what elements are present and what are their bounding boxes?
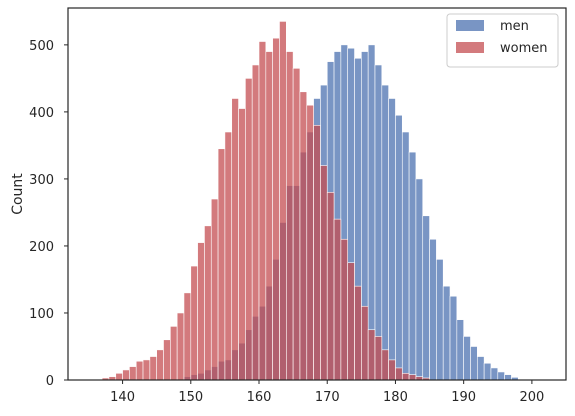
bar-women bbox=[251, 64, 260, 381]
y-axis-title: Count bbox=[10, 173, 26, 215]
bar-women bbox=[122, 369, 130, 381]
legend-swatch-women bbox=[456, 42, 484, 53]
x-tick-label: 150 bbox=[178, 390, 203, 405]
bar-women bbox=[231, 98, 239, 381]
bar-men bbox=[436, 259, 444, 381]
x-axis: 140 150 160 170 180 190 200 bbox=[110, 380, 544, 405]
bar-women bbox=[272, 37, 280, 381]
x-tick-label: 160 bbox=[247, 390, 272, 405]
x-tick-label: 180 bbox=[383, 390, 408, 405]
bar-men bbox=[497, 371, 505, 381]
bar-women bbox=[183, 292, 192, 381]
bar-women bbox=[374, 336, 383, 381]
bar-women bbox=[401, 372, 410, 381]
bar-men bbox=[477, 356, 485, 381]
bar-women bbox=[163, 339, 171, 381]
bar-women bbox=[135, 360, 144, 381]
x-tick-label: 170 bbox=[315, 390, 340, 405]
bar-men bbox=[401, 131, 410, 381]
x-tick-label: 140 bbox=[110, 390, 135, 405]
plot-frame bbox=[67, 7, 567, 381]
legend-label-women: women bbox=[500, 41, 548, 56]
bar-women bbox=[388, 359, 396, 381]
y-axis: 0 100 200 300 400 500 bbox=[29, 39, 68, 389]
bar-women bbox=[142, 359, 151, 381]
bar-men bbox=[470, 346, 478, 381]
bar-women bbox=[340, 238, 348, 381]
bar-men bbox=[408, 151, 417, 381]
bar-women bbox=[197, 242, 205, 381]
bar-women bbox=[224, 131, 233, 381]
bar-men bbox=[388, 98, 396, 381]
bar-women bbox=[395, 367, 403, 381]
bar-women bbox=[149, 356, 157, 381]
bar-women bbox=[306, 104, 314, 381]
bar-women bbox=[210, 198, 219, 381]
x-tick-label: 200 bbox=[519, 390, 544, 405]
bar-women bbox=[326, 192, 335, 381]
bar-women bbox=[217, 148, 226, 381]
y-tick-label: 100 bbox=[29, 307, 54, 322]
bar-men bbox=[449, 295, 458, 381]
bar-women bbox=[204, 225, 212, 381]
bar-women bbox=[129, 366, 137, 381]
bar-men bbox=[490, 367, 499, 381]
bar-women bbox=[381, 349, 389, 381]
bar-women bbox=[265, 51, 273, 381]
bar-men bbox=[504, 374, 512, 381]
bar-women bbox=[190, 265, 198, 381]
legend-label-men: men bbox=[500, 19, 529, 34]
bar-women bbox=[170, 326, 178, 381]
bar-women bbox=[347, 262, 355, 381]
bar-women bbox=[286, 51, 294, 381]
bar-men bbox=[456, 319, 464, 381]
bar-women bbox=[299, 91, 308, 381]
x-tick-label: 190 bbox=[451, 390, 476, 405]
bar-women bbox=[408, 374, 417, 381]
bar-women bbox=[238, 108, 246, 381]
bar-women bbox=[176, 312, 185, 381]
bar-women bbox=[292, 68, 301, 381]
bar-women bbox=[320, 165, 328, 381]
y-tick-label: 200 bbox=[29, 240, 54, 255]
y-tick-label: 500 bbox=[29, 39, 54, 54]
bar-women bbox=[354, 285, 362, 381]
bar-women bbox=[361, 305, 369, 381]
bar-men bbox=[463, 336, 471, 381]
bar-men bbox=[422, 215, 430, 381]
bar-women bbox=[156, 349, 164, 381]
bar-men bbox=[415, 178, 424, 381]
bar-men bbox=[442, 285, 451, 381]
bar-women bbox=[279, 21, 287, 381]
bar-women bbox=[258, 41, 267, 381]
bar-men bbox=[395, 114, 403, 381]
y-tick-label: 400 bbox=[29, 106, 54, 121]
bar-men bbox=[483, 362, 492, 381]
y-tick-label: 0 bbox=[46, 374, 54, 389]
bar-women bbox=[313, 124, 321, 381]
bar-women bbox=[367, 329, 376, 381]
bar-women bbox=[115, 372, 123, 381]
bar-men bbox=[429, 238, 437, 381]
y-tick-label: 300 bbox=[29, 173, 54, 188]
legend-swatch-men bbox=[456, 20, 484, 31]
bar-women bbox=[245, 78, 253, 381]
bar-women bbox=[333, 218, 342, 381]
legend: men women bbox=[446, 13, 559, 68]
bar-men bbox=[381, 84, 389, 381]
bar-men bbox=[374, 64, 383, 381]
